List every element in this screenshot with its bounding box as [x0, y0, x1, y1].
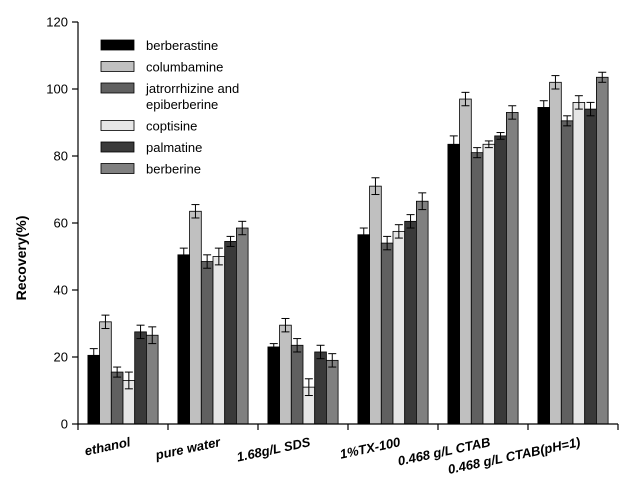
- legend-swatch: [100, 82, 135, 94]
- x-tick-label: 1%TX-100: [338, 434, 402, 462]
- bar-palmatine: [224, 241, 237, 425]
- bar-berberine: [145, 334, 159, 425]
- x-tick-label: pure water: [153, 434, 222, 463]
- bar-berberastine: [357, 234, 370, 425]
- legend-label: columbamine: [146, 60, 223, 75]
- bar-coptisine: [482, 143, 496, 425]
- bar-columbamine: [189, 210, 202, 425]
- bar-berberastine: [177, 254, 190, 425]
- legend-label: palmatine: [146, 140, 202, 155]
- legend-label: jatrorrhizine and epiberberine: [145, 81, 239, 112]
- bar-coptisine: [392, 230, 406, 425]
- bar-palmatine: [404, 220, 417, 425]
- bar-palmatine: [314, 351, 327, 425]
- bar-jatrorrhizine-and-epiberberine: [560, 120, 574, 425]
- bar-berberastine: [447, 143, 460, 425]
- bar-berberastine: [267, 346, 280, 425]
- y-tick-label: 20: [54, 350, 68, 365]
- bar-columbamine: [279, 324, 292, 425]
- y-axis-title: Recovery(%): [13, 216, 29, 301]
- bar-jatrorrhizine-and-epiberberine: [470, 152, 484, 425]
- x-tick-label: ethanol: [83, 434, 132, 458]
- bar-columbamine: [459, 98, 472, 425]
- bar-columbamine: [369, 185, 382, 425]
- legend-swatch: [100, 141, 135, 153]
- bars-layer: [87, 71, 609, 425]
- bar-berberine: [415, 200, 429, 425]
- bar-berberine: [325, 359, 339, 425]
- bar-berberastine: [537, 107, 551, 425]
- legend-label: coptisine: [146, 119, 197, 134]
- bar-berberine: [235, 227, 249, 425]
- legend-swatch: [100, 61, 135, 72]
- legend-swatch: [100, 120, 135, 131]
- bar-coptisine: [572, 102, 586, 425]
- y-tick-label: 40: [54, 283, 68, 298]
- legend-label: berberine: [146, 162, 201, 177]
- y-tick-label: 80: [54, 149, 68, 164]
- bar-jatrorrhizine-and-epiberberine: [380, 242, 394, 425]
- bar-jatrorrhizine-and-epiberberine: [110, 371, 124, 425]
- x-tick-label: 1.68g/L SDS: [235, 434, 312, 464]
- legend-swatch: [100, 39, 135, 51]
- legend: berberastine columbamine jatrorrhizine and…: [100, 38, 239, 177]
- bar-berberine: [505, 112, 519, 425]
- y-tick-label: 0: [61, 417, 68, 432]
- bar-palmatine: [584, 108, 597, 425]
- bar-palmatine: [134, 331, 147, 425]
- y-tick-label: 100: [46, 82, 68, 97]
- bar-berberine: [596, 76, 609, 425]
- legend-label: berberastine: [146, 38, 218, 53]
- y-tick-label: 60: [54, 216, 68, 231]
- legend-swatch: [100, 163, 135, 174]
- bar-coptisine: [212, 256, 226, 425]
- bar-jatrorrhizine-and-epiberberine: [290, 344, 304, 425]
- bar-jatrorrhizine-and-epiberberine: [200, 261, 214, 425]
- bar-palmatine: [494, 135, 507, 425]
- bar-columbamine: [99, 321, 112, 425]
- bar-columbamine: [549, 81, 562, 425]
- bar-berberastine: [87, 354, 101, 425]
- y-tick-label: 120: [46, 15, 68, 30]
